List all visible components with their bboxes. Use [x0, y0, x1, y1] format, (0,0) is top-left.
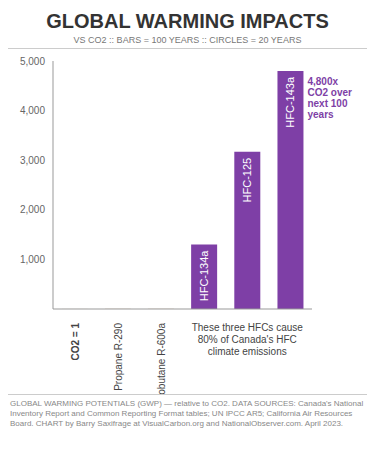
svg-text:Propane R-290: Propane R-290	[113, 323, 124, 391]
html-text:GLOBAL WARMING IMPACTS: GLOBAL WARMING IMPACTS	[46, 10, 329, 32]
svg-text:3,000: 3,000	[20, 155, 45, 166]
svg-text:1,000: 1,000	[20, 254, 45, 265]
svg-text:These three HFCs cause80% of C: These three HFCs cause80% of Canada's HF…	[192, 322, 304, 357]
svg-text:4,800xCO2 overnext 100years: 4,800xCO2 overnext 100years	[307, 76, 352, 120]
html-text:VS CO2 :: BARS = 100 YEARS ::: VS CO2 :: BARS = 100 YEARS :: CIRCLES = …	[73, 35, 302, 45]
svg-text:2,000: 2,000	[20, 204, 45, 215]
svg-text:5,000: 5,000	[20, 56, 45, 67]
html-text:GLOBAL WARMING POTENTIALS (GWP: GLOBAL WARMING POTENTIALS (GWP) — relati…	[10, 399, 364, 428]
svg-text:CO2 = 1: CO2 = 1	[70, 323, 81, 361]
svg-text:4,000: 4,000	[20, 105, 45, 116]
svg-text:Isobutane R-600a: Isobutane R-600a	[156, 323, 167, 394]
svg-text:HFC-125: HFC-125	[241, 158, 253, 203]
svg-text:HFC-143a: HFC-143a	[284, 76, 296, 128]
svg-text:HFC-134a: HFC-134a	[198, 250, 210, 302]
